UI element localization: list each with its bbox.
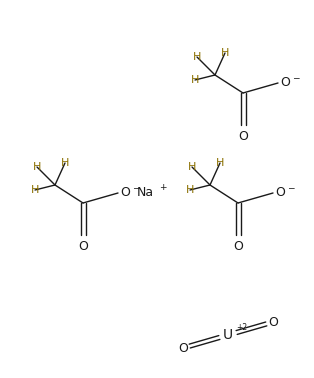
Text: H: H [186, 185, 194, 195]
Text: −: − [287, 183, 295, 192]
Text: O: O [280, 76, 290, 90]
Text: O: O [268, 316, 278, 328]
Text: +: + [159, 183, 166, 192]
Text: H: H [33, 162, 41, 172]
Text: H: H [188, 162, 196, 172]
Text: O: O [238, 130, 248, 143]
Text: +2: +2 [236, 324, 247, 333]
Text: Na: Na [137, 186, 154, 200]
Text: H: H [31, 185, 39, 195]
Text: H: H [221, 48, 229, 58]
Text: H: H [216, 158, 224, 168]
Text: O: O [275, 186, 285, 200]
Text: −: − [292, 73, 300, 82]
Text: H: H [193, 52, 201, 62]
Text: O: O [78, 240, 88, 253]
Text: O: O [120, 186, 130, 200]
Text: O: O [233, 240, 243, 253]
Text: −: − [132, 183, 139, 192]
Text: H: H [61, 158, 69, 168]
Text: U: U [223, 328, 233, 342]
Text: O: O [178, 341, 188, 355]
Text: H: H [191, 75, 199, 85]
